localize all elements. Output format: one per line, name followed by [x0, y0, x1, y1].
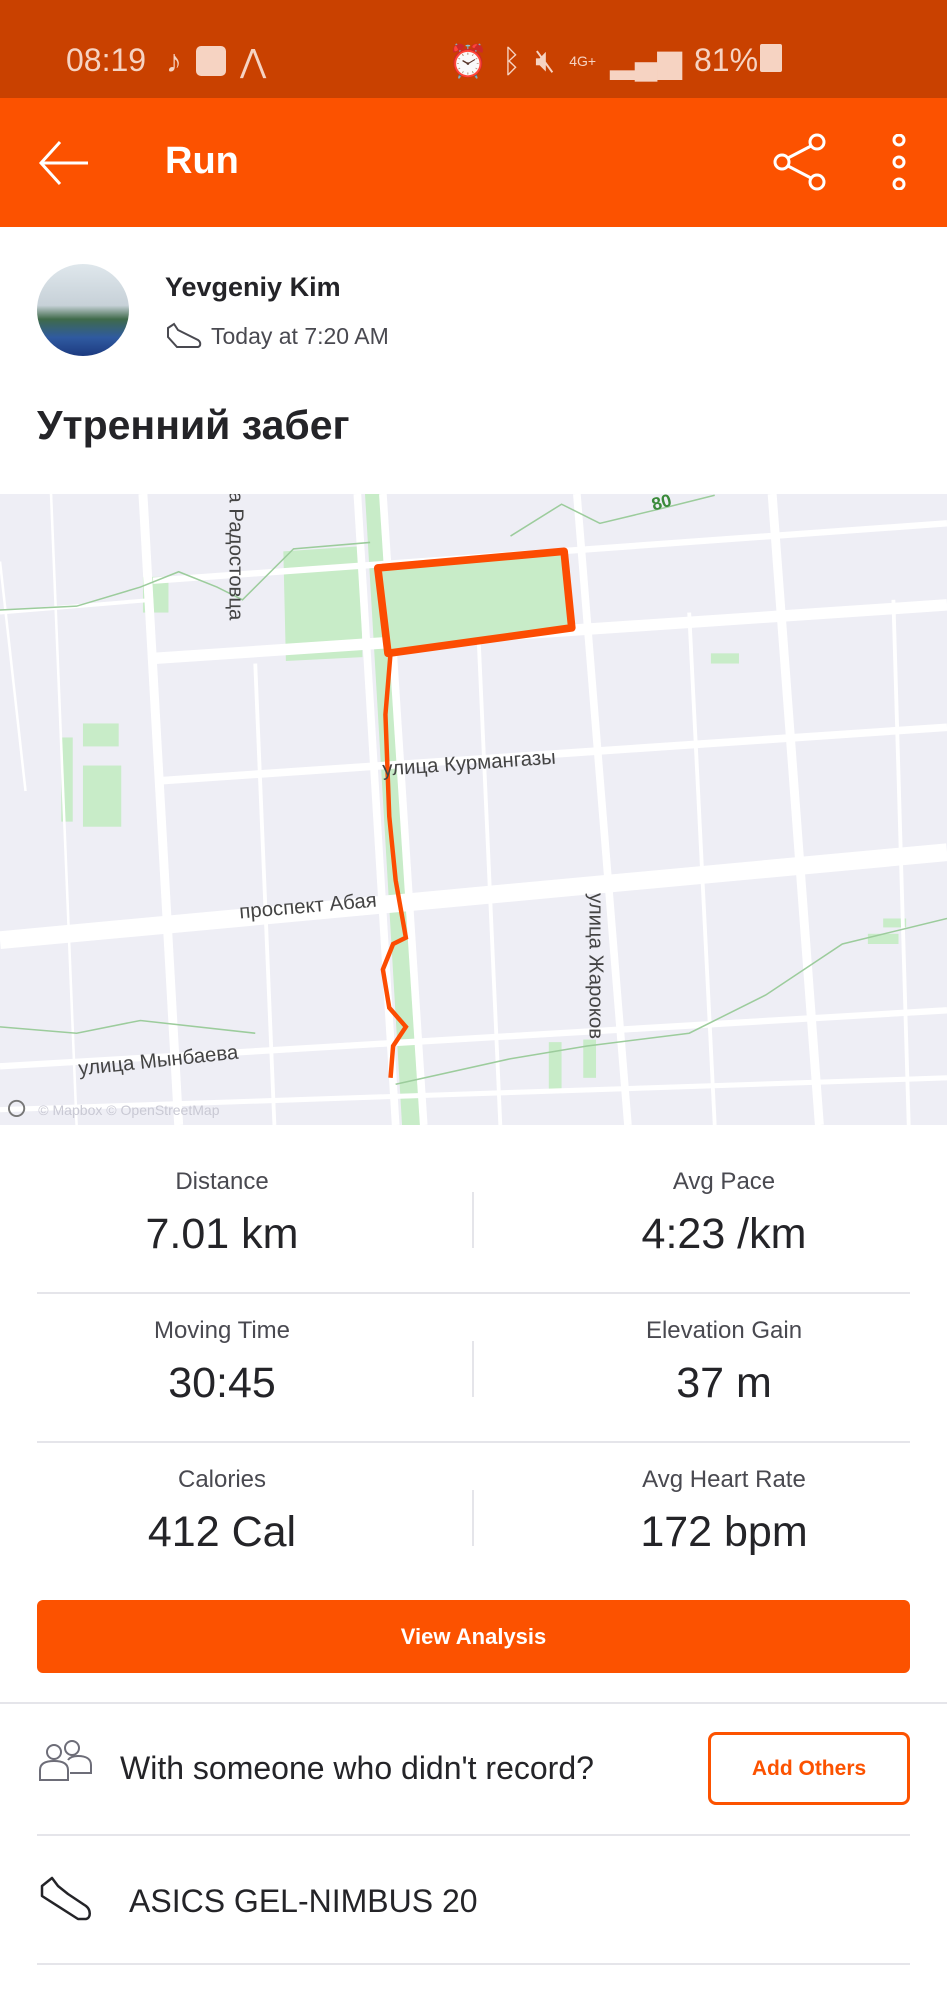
stat-distance: Distance 7.01 km [22, 1168, 422, 1259]
page-title: Run [165, 140, 239, 182]
map-label-zharokov: улица Жароков [585, 893, 607, 1039]
add-others-button[interactable]: Add Others [708, 1732, 910, 1805]
divider [472, 1192, 474, 1248]
back-arrow-icon[interactable] [36, 138, 92, 188]
stat-label: Elevation Gain [645, 1317, 803, 1344]
map-trails [0, 494, 947, 1085]
activity-timestamp: Today at 7:20 AM [211, 322, 389, 349]
activity-title: Утренний забег [37, 402, 350, 448]
map-attribution[interactable]: © Mapbox © OpenStreetMap [38, 1102, 219, 1118]
divider [37, 1834, 910, 1836]
system-icons: ⏰ ᛒ 🔇︎ 4G+ ▂▄▆ [448, 42, 682, 80]
stat-avg-pace: Avg Pace 4:23 /km [524, 1168, 924, 1259]
divider [37, 1441, 910, 1443]
stat-value: 412 Cal [147, 1508, 297, 1556]
stat-calories: Calories 412 Cal [22, 1466, 422, 1557]
stat-label: Calories [177, 1466, 267, 1493]
stat-label: Avg Heart Rate [642, 1466, 806, 1493]
stat-elevation-gain: Elevation Gain 37 m [524, 1317, 924, 1408]
map-label-mynbaeva: улица Мынбаева [77, 1042, 240, 1081]
battery-icon [760, 44, 782, 72]
stat-label: Avg Pace [672, 1168, 776, 1195]
divider [472, 1341, 474, 1397]
map-label-radostovtsa: а Радостовца [225, 494, 247, 621]
status-time: 08:19 [66, 42, 147, 78]
activity-meta: Today at 7:20 AM [165, 322, 389, 350]
route-loop-park [380, 551, 570, 650]
mapbox-logo-icon[interactable] [7, 1099, 26, 1118]
alarm-icon: ⏰ [448, 43, 488, 79]
divider [472, 1490, 474, 1546]
route-map[interactable]: 80 а Радостовца улица Курмангазы проспек… [0, 494, 947, 1125]
map-label-road-number: 80 [649, 494, 673, 514]
stat-value: 4:23 /km [641, 1210, 807, 1258]
stat-value: 37 m [676, 1359, 772, 1407]
view-analysis-button[interactable]: View Analysis [37, 1600, 910, 1673]
athlete-name[interactable]: Yevgeniy Kim [165, 272, 341, 302]
music-icon: ♪ [166, 42, 182, 79]
map-canvas: 80 а Радостовца улица Курмангазы проспек… [0, 494, 947, 1125]
divider [0, 1702, 947, 1704]
map-label-kurmangazy: улица Курмангазы [382, 747, 557, 781]
stat-moving-time: Moving Time 30:45 [22, 1317, 422, 1408]
more-vertical-icon[interactable] [884, 134, 914, 190]
signal-icon: ▂▄▆ [610, 43, 682, 79]
stat-avg-heart-rate: Avg Heart Rate 172 bpm [524, 1466, 924, 1557]
stat-value: 30:45 [168, 1359, 276, 1407]
avatar[interactable] [37, 264, 129, 356]
bluetooth-icon: ᛒ [501, 42, 522, 79]
network-type: 4G+ [569, 53, 597, 69]
app-bar: Run [0, 98, 947, 227]
notification-icons: ♪ ⋀ [166, 42, 266, 80]
status-bar: 08:19 ♪ ⋀ ⏰ ᛒ 🔇︎ 4G+ ▂▄▆ 81% [0, 0, 947, 98]
shoe-name: ASICS GEL-NIMBUS 20 [129, 1883, 478, 1919]
route-line [380, 653, 409, 1079]
map-roads [0, 494, 947, 1125]
mute-icon: 🔇︎ [535, 42, 556, 78]
divider [37, 1292, 910, 1294]
stat-value: 7.01 km [145, 1210, 299, 1258]
divider [37, 1963, 910, 1965]
share-icon[interactable] [770, 132, 830, 192]
route-loop [373, 547, 576, 658]
battery-percent: 81% [694, 42, 759, 78]
with-someone-text: With someone who didn't record? [120, 1750, 594, 1786]
shoe-icon [40, 1876, 91, 1921]
stat-label: Distance [175, 1168, 269, 1195]
stat-value: 172 bpm [640, 1508, 808, 1556]
strava-icon: ⋀ [240, 43, 267, 79]
group-icon [39, 1740, 92, 1781]
shoe-icon [167, 322, 202, 348]
stat-label: Moving Time [153, 1317, 291, 1344]
app-notification-icon [196, 46, 226, 76]
map-parks [61, 494, 907, 1125]
